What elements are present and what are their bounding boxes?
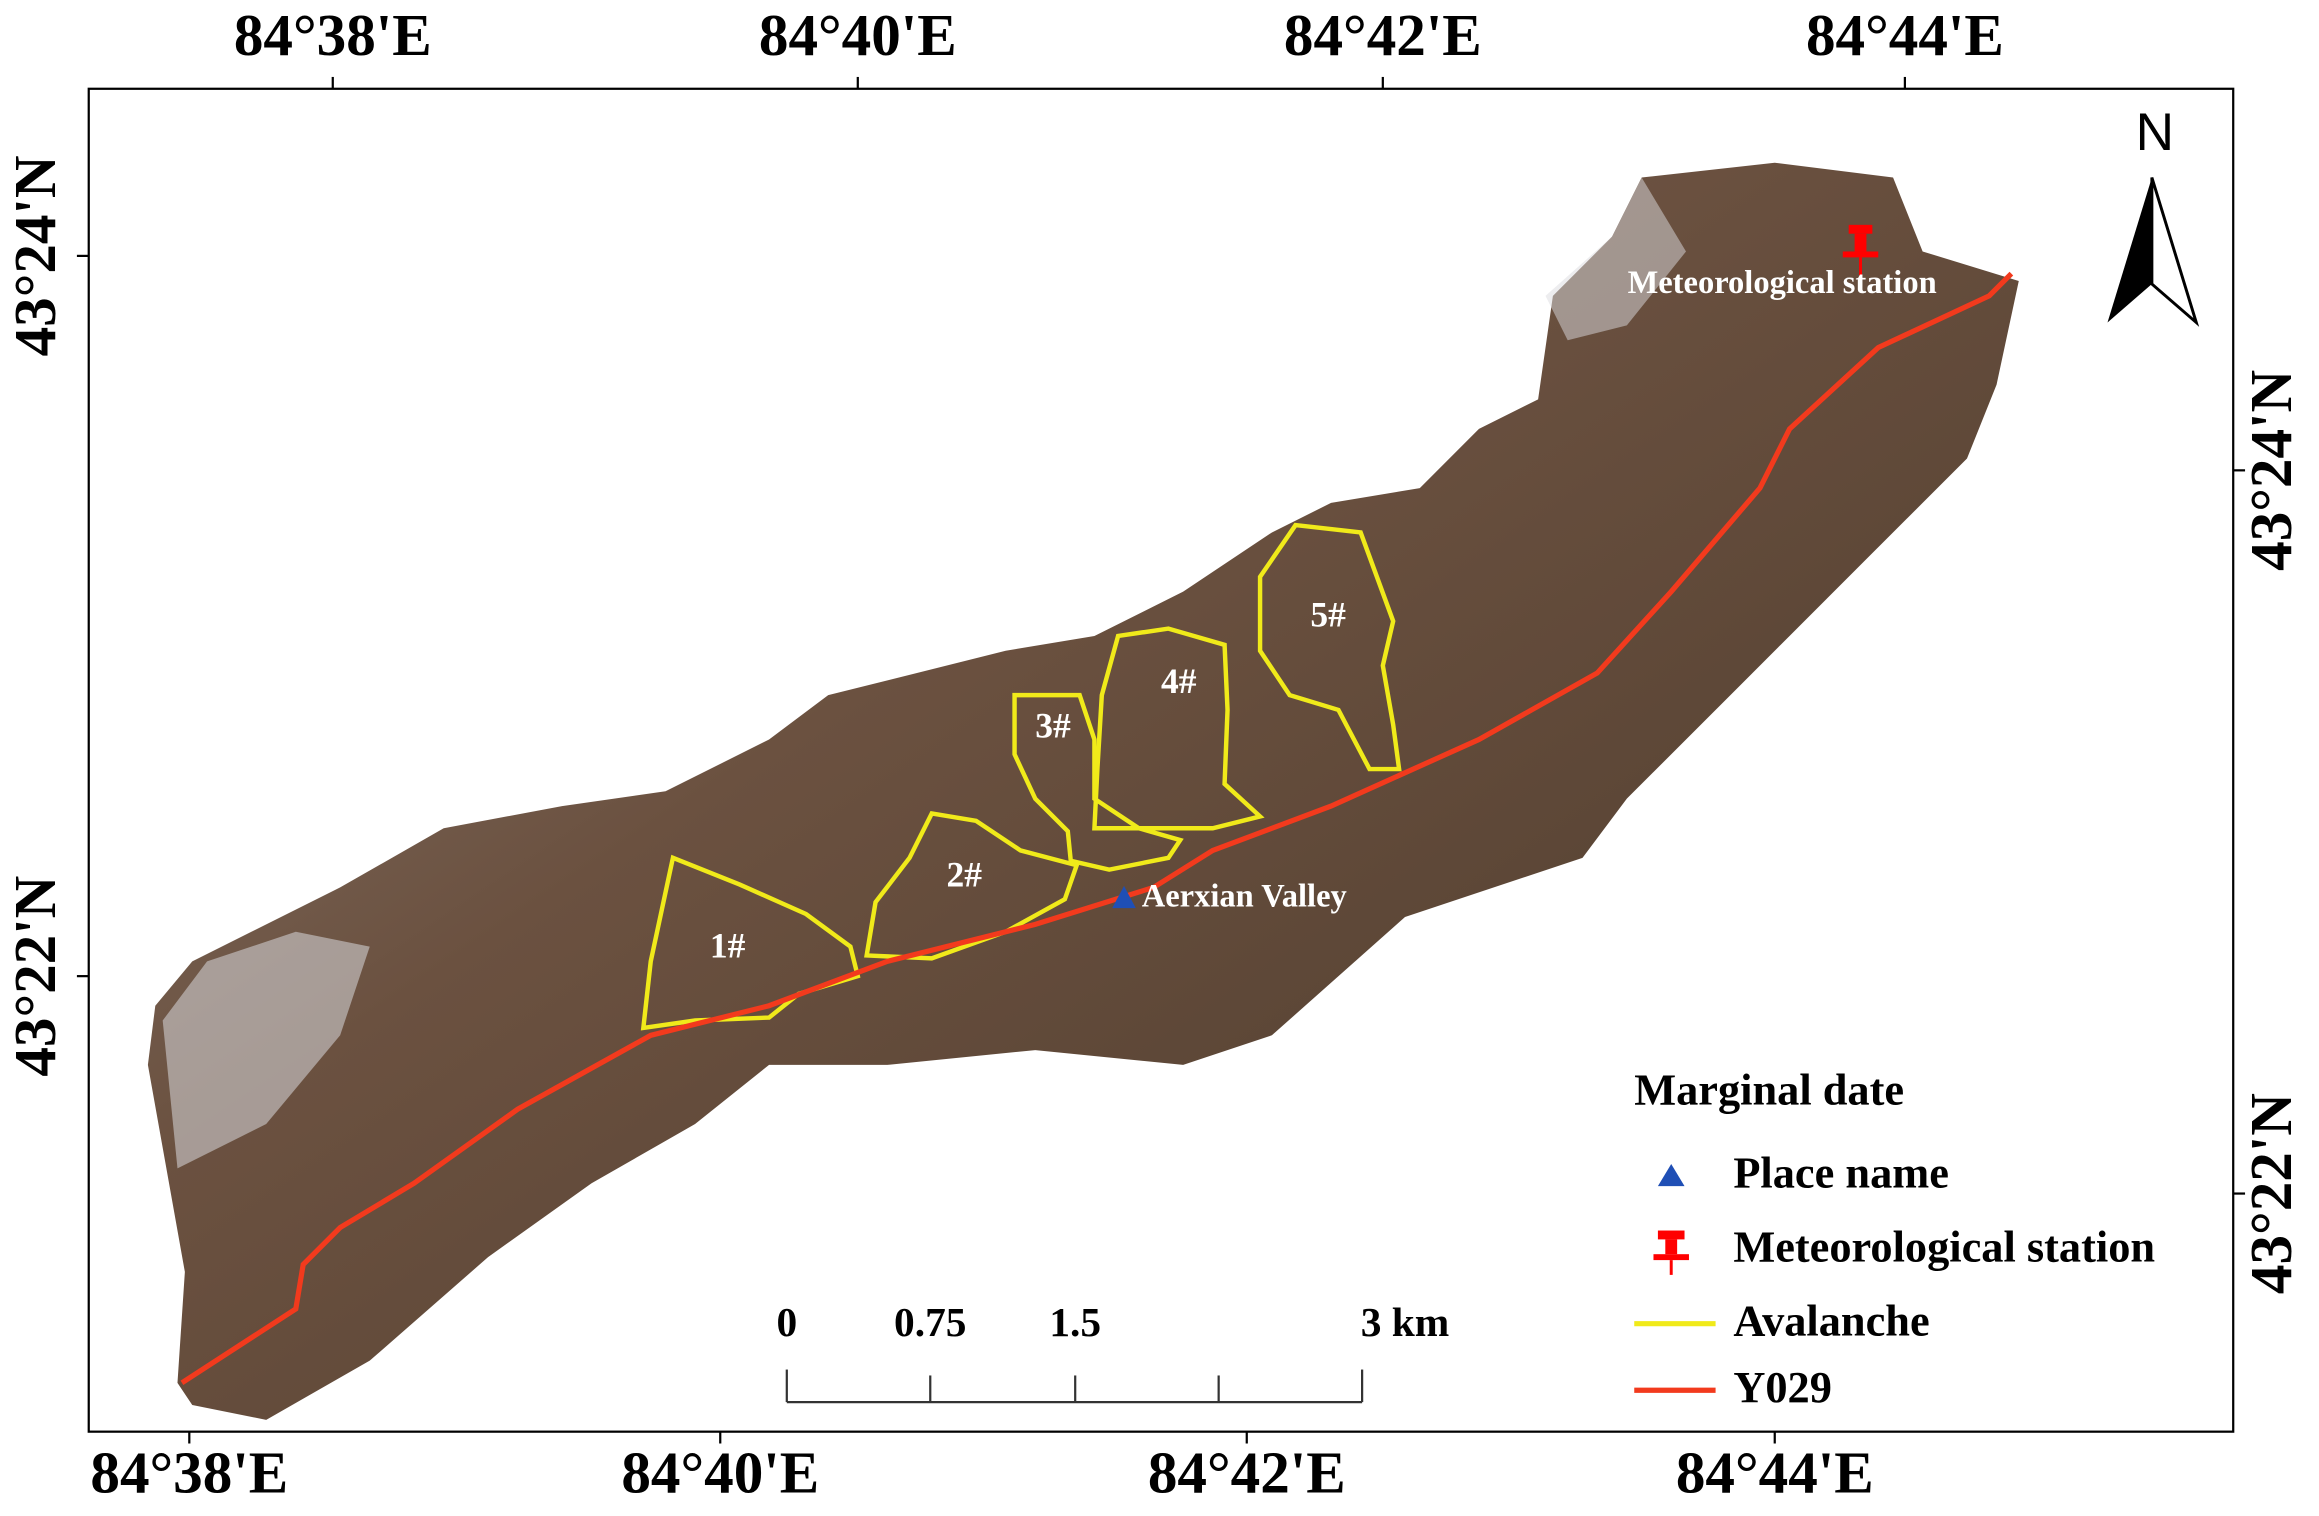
legend-item: Meteorological station	[1733, 1221, 2155, 1271]
station-marker	[1842, 224, 1879, 276]
bottom-label: 84°44'E	[1676, 1440, 1874, 1506]
avalanche-label: 3#	[1035, 705, 1071, 745]
legend-symbol	[1653, 1230, 1689, 1275]
right-label: 43°24'N	[2238, 370, 2304, 571]
legend-title: Marginal date	[1634, 1065, 1904, 1115]
top-label: 84°44'E	[1806, 2, 2004, 68]
scale-label: 0.75	[894, 1299, 966, 1345]
top-label: 84°38'E	[234, 2, 432, 68]
left-label: 43°22'N	[2, 876, 68, 1077]
legend-item: Y029	[1733, 1362, 1832, 1412]
left-label: 43°24'N	[2, 155, 68, 356]
place-label: Aerxian Valley	[1142, 879, 1347, 915]
right-label: 43°22'N	[2238, 1093, 2304, 1294]
place-label: Meteorological station	[1628, 265, 1937, 301]
frame-ticks	[76, 76, 2246, 1444]
avalanche-label: 2#	[947, 855, 983, 895]
place-marker	[1112, 885, 1136, 909]
scale-label: 3 km	[1361, 1299, 1450, 1345]
scale-bar	[785, 1369, 1364, 1404]
avalanche-label: 5#	[1310, 594, 1346, 634]
road-y029	[180, 271, 2014, 1386]
scale-label: 1.5	[1049, 1299, 1101, 1345]
scale-label: 0	[776, 1299, 797, 1345]
legend-item: Avalanche	[1733, 1295, 1929, 1345]
top-label: 84°40'E	[759, 2, 957, 68]
bottom-label: 84°42'E	[1148, 1440, 1346, 1506]
snow	[1545, 177, 1687, 341]
bottom-label: 84°40'E	[621, 1440, 819, 1506]
bottom-label: 84°38'E	[90, 1440, 288, 1506]
avalanche-label: 4#	[1161, 661, 1197, 701]
terrain	[147, 162, 2019, 1420]
north-label: N	[2136, 103, 2174, 162]
legend-symbol	[1657, 1163, 1685, 1187]
avalanche-label: 1#	[710, 926, 746, 966]
snow	[162, 931, 370, 1169]
top-label: 84°42'E	[1284, 2, 1482, 68]
legend-item: Place name	[1733, 1147, 1949, 1197]
